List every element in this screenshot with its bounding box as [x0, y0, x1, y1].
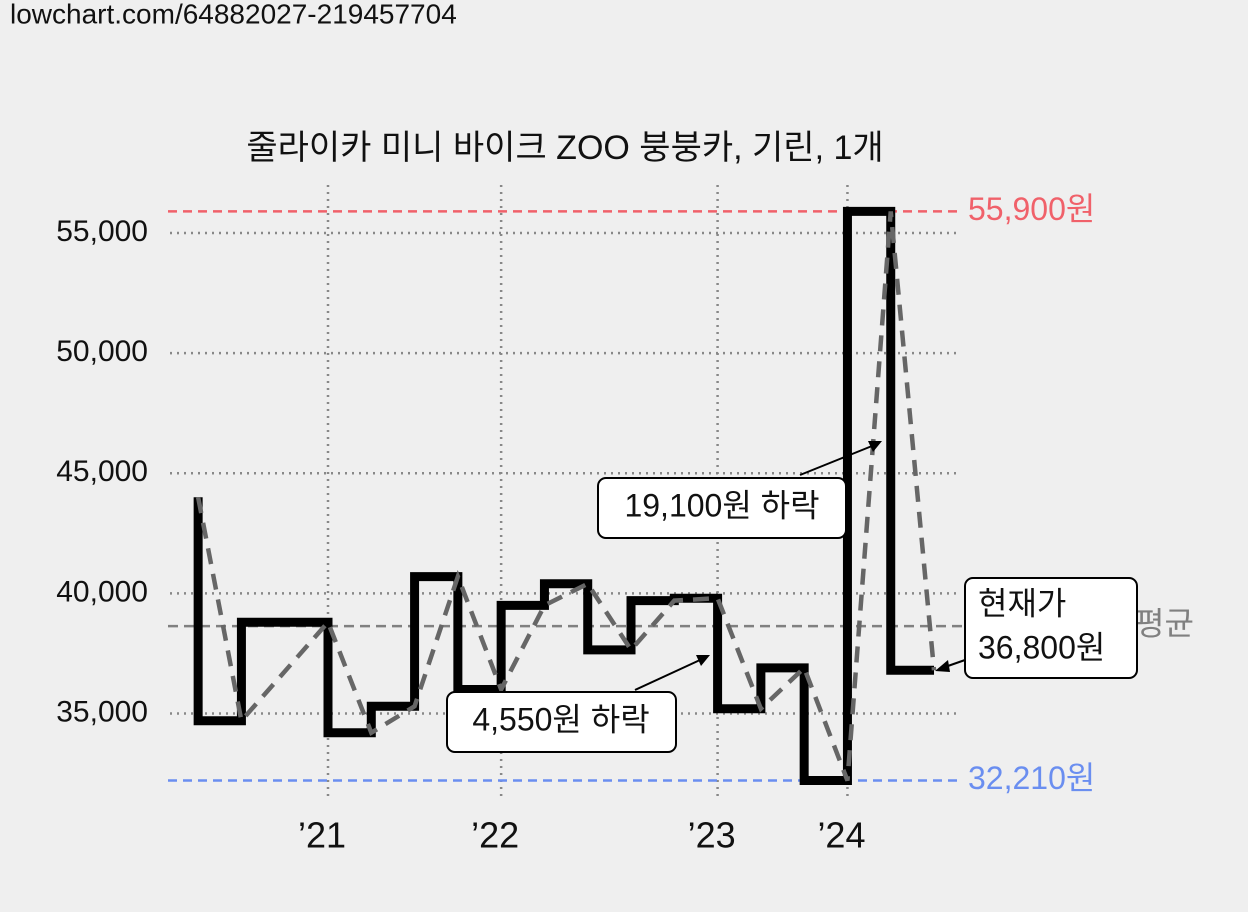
x-tick-label: ’21 — [298, 815, 346, 856]
current-price: 현재가 36,800원 — [935, 577, 1138, 679]
current-box — [964, 577, 1138, 679]
x-tick-label: ’24 — [817, 815, 865, 856]
x-tick-label: ’23 — [688, 815, 736, 856]
arrow-head — [935, 660, 950, 672]
y-tick-label: 40,000 — [56, 575, 148, 608]
min-line-label: 32,210원 — [968, 760, 1095, 796]
chart-title: 줄라이카 미니 바이크 ZOO 붕붕카, 기린, 1개 — [246, 129, 883, 167]
annotation: 19,100원 하락 — [597, 441, 882, 539]
series — [193, 206, 937, 786]
price-step-line — [193, 206, 935, 786]
y-tick-label: 50,000 — [56, 335, 148, 368]
current-title: 현재가 — [978, 585, 1066, 621]
url: lowchart.com/64882027-219457704 — [10, 0, 457, 29]
max-line-label: 55,900원 — [968, 191, 1095, 227]
annotation-box — [597, 477, 847, 539]
y-tick-label: 35,000 — [56, 695, 148, 728]
annotation-box — [446, 691, 677, 753]
arrow — [799, 445, 873, 476]
current-price: 36,800원 — [978, 629, 1105, 665]
arrow-head — [868, 441, 882, 452]
y-tick-label: 55,000 — [56, 215, 148, 248]
annotation-text: 19,100원 하락 — [624, 487, 819, 523]
arrow-head — [696, 655, 710, 666]
y-tick-label: 45,000 — [56, 455, 148, 488]
average-label: 평균 — [1135, 606, 1194, 642]
annotation-text: 4,550원 하락 — [472, 701, 649, 737]
x-tick-label: ’22 — [471, 815, 519, 856]
arrow — [634, 659, 701, 691]
annotation: 4,550원 하락 — [446, 655, 710, 753]
trend-line — [195, 211, 937, 782]
